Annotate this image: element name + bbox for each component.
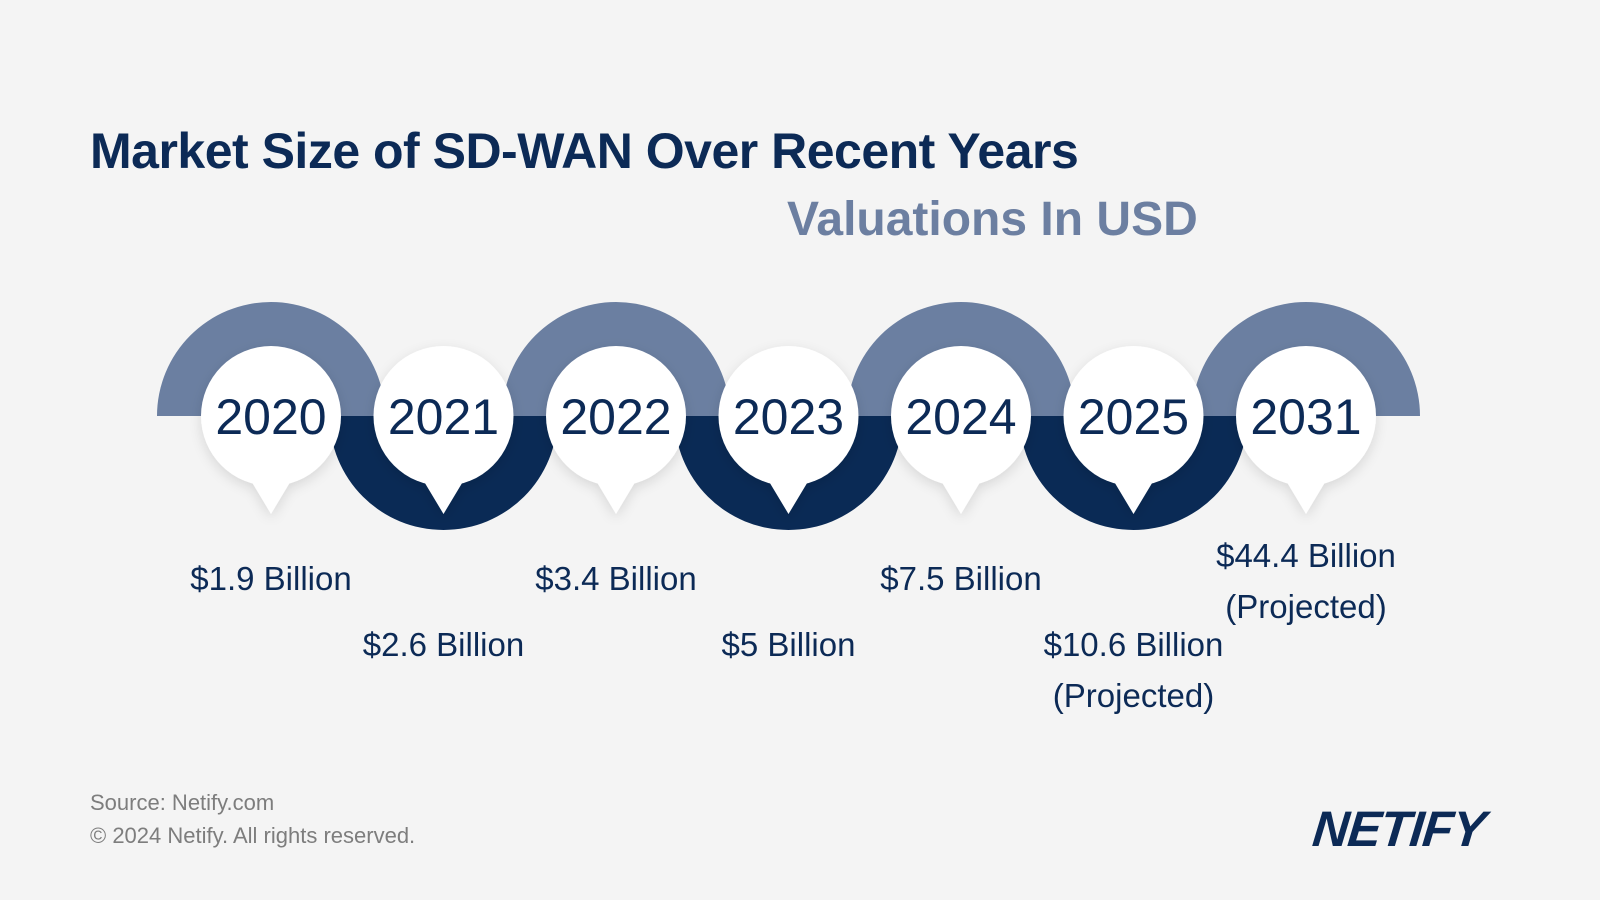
lower-arc-2025 <box>1019 416 1248 530</box>
year-label-2022: 2022 <box>560 389 671 445</box>
year-circle-2021 <box>373 346 514 486</box>
year-label-2023: 2023 <box>733 389 844 445</box>
value-label-2024: $7.5 Billion <box>831 553 1091 604</box>
value-text: $44.4 Billion <box>1216 537 1396 574</box>
upper-arc-2022 <box>502 302 730 416</box>
value-label-2023: $5 Billion <box>659 619 919 670</box>
lower-arc-2021 <box>329 416 558 530</box>
value-note: (Projected) <box>1225 588 1387 625</box>
upper-arc-2024 <box>847 302 1075 416</box>
year-pointer-2021 <box>419 474 468 514</box>
year-label-2024: 2024 <box>905 389 1016 445</box>
value-label-2021: $2.6 Billion <box>314 619 574 670</box>
year-pointer-2031 <box>1282 474 1330 514</box>
value-text: $3.4 Billion <box>535 560 697 597</box>
value-text: $1.9 Billion <box>190 560 352 597</box>
value-text: $7.5 Billion <box>880 560 1042 597</box>
year-label-2021: 2021 <box>388 389 499 445</box>
year-marker-2022 <box>546 346 686 514</box>
year-pointer-2025 <box>1109 474 1158 514</box>
year-label-2020: 2020 <box>215 389 326 445</box>
value-label-2025: $10.6 Billion (Projected) <box>1004 619 1264 721</box>
upper-arc-2020 <box>157 302 385 416</box>
year-circle-2023 <box>718 346 859 486</box>
year-circle-2024 <box>891 346 1031 486</box>
value-text: $5 Billion <box>721 626 856 663</box>
lower-arc-2023 <box>674 416 903 530</box>
year-marker-2023 <box>718 346 859 514</box>
chart-title: Market Size of SD-WAN Over Recent Years <box>90 123 1079 179</box>
year-pointer-2024 <box>937 474 985 514</box>
upper-arc-2031 <box>1192 302 1420 416</box>
value-label-2031: $44.4 Billion (Projected) <box>1176 530 1436 632</box>
value-note: (Projected) <box>1052 677 1215 714</box>
value-label-2020: $1.9 Billion <box>141 553 401 604</box>
copyright-note: © 2024 Netify. All rights reserved. <box>90 823 416 848</box>
year-pointer-2022 <box>592 474 640 514</box>
value-text: $10.6 Billion <box>1043 626 1224 663</box>
year-circle-2025 <box>1063 346 1204 486</box>
year-label-2025: 2025 <box>1078 389 1189 445</box>
value-text: $2.6 Billion <box>362 626 525 663</box>
year-circle-2022 <box>546 346 686 486</box>
chart-subtitle: Valuations In USD <box>787 193 1198 246</box>
value-label-2022: $3.4 Billion <box>486 553 746 604</box>
netify-logo: NETIFY <box>1310 801 1488 857</box>
year-marker-2025 <box>1063 346 1204 514</box>
year-circle-2031 <box>1236 346 1376 486</box>
year-pointer-2020 <box>247 474 295 514</box>
year-marker-2024 <box>891 346 1031 514</box>
source-note: Source: Netify.com <box>90 790 275 815</box>
year-marker-2021 <box>373 346 514 514</box>
year-marker-2031 <box>1236 346 1376 514</box>
year-circle-2020 <box>201 346 341 486</box>
year-marker-2020 <box>201 346 341 514</box>
year-label-2031: 2031 <box>1250 389 1361 445</box>
year-pointer-2023 <box>764 474 813 514</box>
